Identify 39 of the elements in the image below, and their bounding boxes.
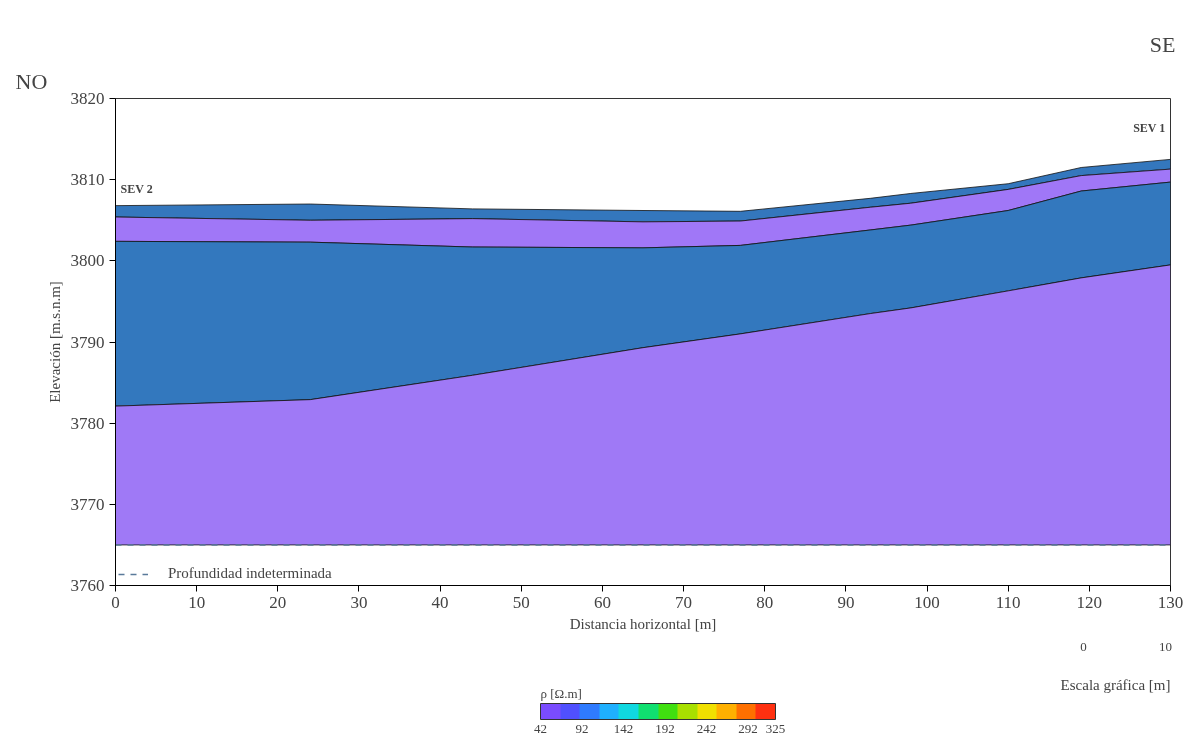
x-tick-label: 20 bbox=[269, 592, 287, 612]
y-tick-label: 3770 bbox=[70, 494, 105, 514]
color-bar-label: 92 bbox=[575, 720, 589, 736]
x-tick-label: 110 bbox=[995, 592, 1021, 612]
annotation: SEV 1 bbox=[1133, 121, 1166, 136]
x-tick-label: 70 bbox=[675, 592, 693, 612]
x-tick-label: 90 bbox=[837, 592, 855, 612]
legend-label: Profundidad indeterminada bbox=[168, 565, 332, 582]
y-axis-title: Elevación [m.s.n.m] bbox=[46, 281, 63, 403]
y-tick-label: 3760 bbox=[70, 576, 105, 595]
x-tick-label: 100 bbox=[914, 592, 940, 612]
y-tick-label: 3820 bbox=[70, 89, 105, 108]
x-axis-title: Distancia horizontal [m] bbox=[569, 615, 717, 632]
x-tick-label: 50 bbox=[512, 592, 530, 612]
x-tick-label: 10 bbox=[188, 592, 206, 612]
text: 10 bbox=[1159, 638, 1172, 654]
y-tick-label: 3780 bbox=[70, 413, 105, 433]
color-bar-label: 42 bbox=[534, 720, 547, 736]
x-tick-label: 130 bbox=[1157, 592, 1184, 612]
x-tick-label: 80 bbox=[756, 592, 774, 612]
color-bar-title: ρ [Ω.m] bbox=[540, 685, 582, 701]
color-bar-label: 242 bbox=[696, 720, 717, 736]
color-bar-label: 142 bbox=[613, 720, 634, 736]
x-tick-label: 30 bbox=[350, 592, 368, 612]
color-bar-label: 192 bbox=[655, 720, 675, 736]
x-tick-label: 120 bbox=[1076, 592, 1103, 612]
color-bar-label: 325 bbox=[765, 720, 786, 736]
x-tick-label: 0 bbox=[111, 592, 120, 612]
text: SE bbox=[1149, 31, 1176, 57]
annotation: SEV 2 bbox=[120, 181, 153, 196]
y-tick-label: 3790 bbox=[70, 332, 105, 352]
x-tick-label: 60 bbox=[593, 592, 611, 612]
text: 0 bbox=[1080, 638, 1087, 654]
color-bar-label: 292 bbox=[738, 720, 758, 736]
text: NO bbox=[15, 68, 48, 94]
y-tick-label: 3810 bbox=[70, 170, 105, 190]
y-tick-label: 3800 bbox=[70, 251, 105, 271]
x-tick-label: 40 bbox=[431, 592, 449, 612]
text: Escala gráfica [m] bbox=[1060, 676, 1171, 693]
